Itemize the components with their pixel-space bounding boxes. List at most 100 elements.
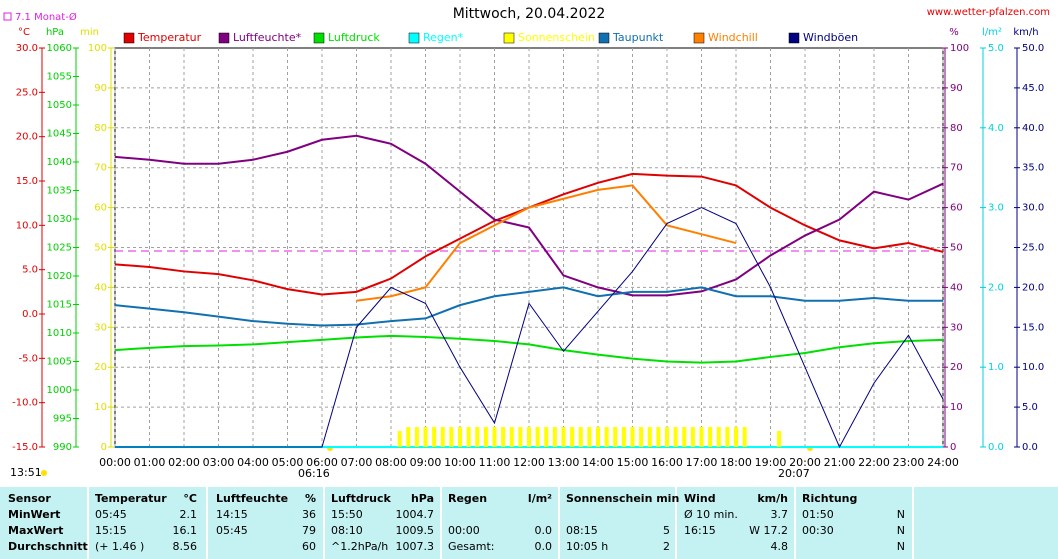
title: Mittwoch, 20.04.2022	[453, 6, 606, 22]
table-cell: 00:30	[802, 524, 834, 537]
x-tick-label: 01:00	[134, 456, 166, 469]
x-tick-label: 21:00	[824, 456, 856, 469]
table-cell: N	[897, 508, 905, 521]
y-tick-label: 40.0	[1022, 123, 1044, 134]
axis-unit: °C	[18, 27, 30, 38]
table-cell: 1004.7	[396, 508, 435, 521]
sun-bar	[414, 427, 419, 447]
y-tick-label: 0	[101, 442, 107, 453]
sun-bar	[604, 427, 609, 447]
sun-bar	[682, 427, 687, 447]
table-cell: 79	[302, 524, 316, 537]
table-cell: hPa	[411, 492, 434, 505]
table-cell: Wind	[684, 492, 716, 505]
table-cell: Richtung	[802, 492, 857, 505]
sun-bar	[725, 427, 730, 447]
y-tick-label: 10.0	[1022, 362, 1044, 373]
y-tick-label: 1.0	[988, 362, 1004, 373]
table-cell: Luftfeuchte	[216, 492, 288, 505]
y-tick-label: 30.0	[16, 43, 38, 54]
x-tick-label: 04:00	[237, 456, 269, 469]
y-tick-label: 30	[94, 322, 107, 333]
y-tick-label: 15.0	[16, 176, 38, 187]
series-line	[114, 334, 944, 364]
y-tick-label: 20.0	[16, 132, 38, 143]
y-tick-label: 1050	[47, 100, 72, 111]
legend-label: Taupunkt	[612, 31, 664, 44]
table-cell: 10:05 h	[566, 540, 608, 553]
y-tick-label: 35.0	[1022, 163, 1044, 174]
y-tick-label: 100	[950, 43, 969, 54]
y-tick-label: 80	[950, 123, 963, 134]
sun-bar	[587, 427, 592, 447]
y-tick-label: 80	[94, 123, 107, 134]
sun-bar	[483, 427, 488, 447]
table-cell: 16.1	[173, 524, 198, 537]
sun-bar	[613, 427, 618, 447]
table-cell: N	[897, 540, 905, 553]
table-cell: 36	[302, 508, 316, 521]
y-tick-label: 5.0	[22, 265, 38, 276]
sun-bar	[570, 427, 575, 447]
sun-bar	[716, 427, 721, 447]
sun-bar	[734, 427, 738, 447]
time: 13:51	[10, 466, 42, 479]
legend-marker	[598, 32, 610, 44]
x-tick-label: 20:00	[789, 456, 821, 469]
sun-bar	[690, 427, 695, 447]
table-cell: Sonnenschein min	[566, 492, 679, 505]
annotation-label: 7.1 Monat-Ø	[15, 11, 77, 23]
x-tick-label: 17:00	[686, 456, 718, 469]
x-tick-label: 05:00	[272, 456, 304, 469]
table-cell: 15:15	[95, 524, 127, 537]
x-tick-label: 15:00	[617, 456, 649, 469]
x-tick-label: 13:00	[548, 456, 580, 469]
sun-bar	[561, 427, 566, 447]
axis-unit: l/m²	[982, 27, 1002, 38]
y-tick-label: 10	[950, 402, 963, 413]
sun-bar	[466, 427, 471, 447]
y-tick-label: 90	[94, 83, 107, 94]
y-tick-label: 60	[94, 203, 107, 214]
table-cell: 00:00	[448, 524, 480, 537]
y-tick-label: 1030	[47, 214, 72, 225]
y-tick-label: 995	[53, 414, 72, 425]
legend-marker	[788, 32, 800, 44]
y-tick-label: 0.0	[22, 309, 38, 320]
sun-bar	[639, 427, 644, 447]
legend-marker	[408, 32, 420, 44]
sun-bar	[432, 427, 437, 447]
y-tick-label: 2.0	[988, 282, 1004, 293]
x-tick-label: 11:00	[479, 456, 511, 469]
y-tick-label: 45.0	[1022, 83, 1044, 94]
y-tick-label: 1060	[47, 43, 72, 54]
table-cell: Ø 10 min.	[684, 508, 738, 521]
x-tick-label: 24:00	[927, 456, 959, 469]
y-tick-label: 1055	[47, 72, 72, 83]
sun-bar	[673, 427, 678, 447]
sun-bar	[518, 427, 523, 447]
table-cell: 8.56	[173, 540, 198, 553]
table-cell: 5	[663, 524, 670, 537]
table-cell: 0.0	[535, 524, 553, 537]
y-tick-label: 20.0	[1022, 282, 1044, 293]
x-tick-label: 06:00	[306, 456, 338, 469]
table-cell: 08:15	[566, 524, 598, 537]
x-tick-label: 14:00	[582, 456, 614, 469]
sun-bar	[665, 427, 669, 447]
legend-marker	[123, 32, 135, 44]
y-tick-label: 5.0	[988, 43, 1004, 54]
site: www.wetter-pfalzen.com	[927, 7, 1050, 18]
sun-bar	[397, 431, 402, 447]
y-tick-label: 1010	[47, 328, 72, 339]
y-tick-label: 1040	[47, 157, 72, 168]
y-tick-label: -15.0	[12, 442, 38, 453]
sun-bar	[647, 427, 652, 447]
legend-label: Windböen	[803, 31, 858, 44]
sun-bar	[423, 427, 428, 447]
sun-bar	[699, 427, 704, 447]
table-cell: 2	[663, 540, 670, 553]
sun-bar	[742, 427, 747, 447]
y-tick-label: 70	[950, 163, 963, 174]
y-tick-label: 1015	[47, 300, 72, 311]
